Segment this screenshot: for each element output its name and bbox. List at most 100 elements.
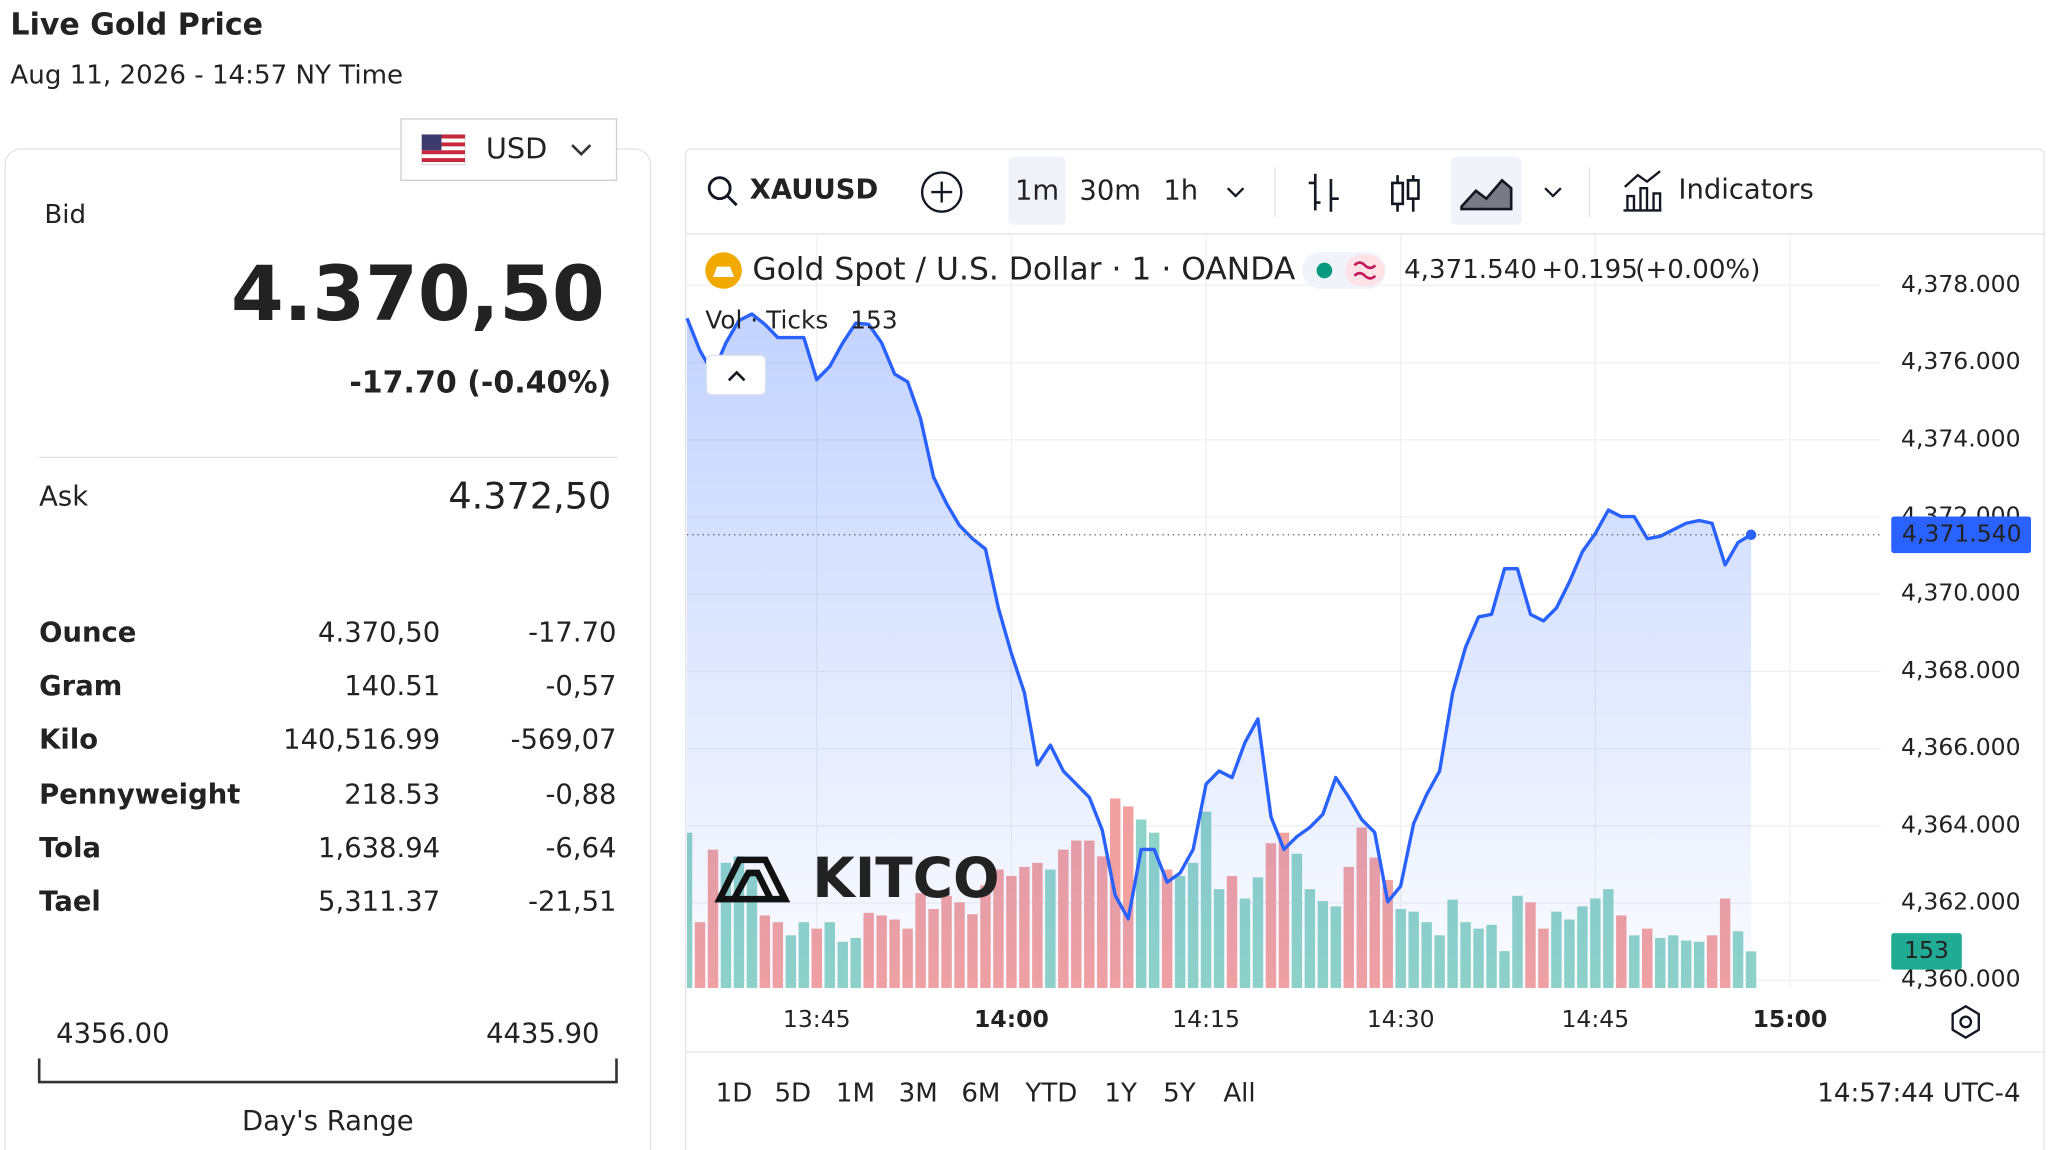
range-button[interactable]: All <box>1223 1078 1255 1108</box>
range-button[interactable]: YTD <box>1024 1078 1077 1108</box>
market-status <box>1316 262 1333 279</box>
page-subtitle: Aug 11, 2026 - 14:57 NY Time <box>10 60 403 90</box>
price-card <box>4 148 652 1150</box>
unit-name: Pennyweight <box>39 779 240 810</box>
y-tick-label: 4,374.000 <box>1901 424 2021 452</box>
chart-title: Gold Spot / U.S. Dollar · 1 · OANDA <box>752 252 1295 288</box>
y-tick-label: 4,376.000 <box>1901 347 2021 375</box>
unit-name: Kilo <box>39 724 98 755</box>
ask-label: Ask <box>39 481 88 512</box>
y-tick-label: 4,368.000 <box>1901 656 2021 684</box>
x-tick-label: 13:45 <box>783 1005 851 1033</box>
range-high: 4435.90 <box>486 1018 599 1049</box>
plus-icon <box>931 181 953 203</box>
collapse-button[interactable] <box>705 354 767 396</box>
volume-label-box <box>1891 933 1962 970</box>
volume-label: 153 <box>1904 936 1949 964</box>
y-tick-label: 4,362.000 <box>1901 888 2021 916</box>
watermark: KITCO <box>714 846 1000 910</box>
collapse-icon <box>727 370 746 382</box>
settings-button[interactable] <box>1951 1004 1980 1039</box>
y-tick-label: 4,364.000 <box>1901 810 2021 838</box>
unit-change: -21,51 <box>528 887 616 918</box>
status-pill <box>1345 254 1385 287</box>
unit-change: -569,07 <box>511 724 617 755</box>
legend-change: +0.195 <box>1541 255 1638 285</box>
bid-label: Bid <box>44 200 86 230</box>
range-buttons: 1D 5D 1M 3M 6M YTD 1Y 5Y All <box>716 1078 1256 1108</box>
unit-price: 4.370,50 <box>318 617 440 648</box>
y-tick-label: 4,366.000 <box>1901 733 2021 761</box>
bid-price: 4.370,50 <box>231 250 605 338</box>
logo-mark <box>714 856 791 903</box>
unit-price: 140,516.99 <box>283 724 440 755</box>
interval-active-bg <box>1008 156 1066 225</box>
page-title: Live Gold Price <box>10 8 263 43</box>
range-bar <box>37 1058 618 1084</box>
unit-name: Gram <box>39 671 122 702</box>
range-button[interactable]: 1M <box>836 1078 875 1108</box>
unit-price: 218.53 <box>344 779 440 810</box>
search-icon <box>726 195 738 207</box>
unit-price: 140.51 <box>344 671 440 702</box>
candles-icon <box>1391 181 1405 206</box>
x-tick-label: 14:00 <box>974 1005 1049 1033</box>
range-low: 4356.00 <box>56 1018 169 1049</box>
clock: 14:57:44 UTC-4 <box>1817 1078 2020 1108</box>
range-button[interactable]: 5Y <box>1163 1078 1196 1108</box>
compare-button[interactable] <box>920 171 963 213</box>
ask-price: 4.372,50 <box>448 474 611 517</box>
symbol[interactable]: XAUUSD <box>750 174 879 205</box>
indicators-icon[interactable] <box>1623 170 1662 212</box>
legend-change-pct: (+0.00%) <box>1635 255 1760 285</box>
candles-icon <box>1406 179 1420 200</box>
symbol-search[interactable]: XAUUSD <box>707 174 879 207</box>
chevron <box>571 144 592 157</box>
legend-price: 4,371.540 <box>1404 255 1537 285</box>
unit-name: Tola <box>39 833 101 864</box>
plus-icon <box>920 171 963 213</box>
unit-table: Ounce 4.370,50 -17.70 Gram 140.51 -0,57 Kilo 14… <box>39 617 616 917</box>
interval-dropdown[interactable] <box>1226 187 1245 198</box>
unit-price: 5,311.37 <box>318 887 440 918</box>
area-icon[interactable] <box>1460 178 1513 211</box>
range-label: Day's Range <box>242 1106 414 1137</box>
price-line <box>685 312 1752 921</box>
delay-icon <box>1353 261 1377 280</box>
x-tick-label: 14:30 <box>1367 1005 1435 1033</box>
last-price-box <box>1891 516 2032 554</box>
unit-name: Ounce <box>39 617 136 648</box>
volume-legend-value: 153 <box>850 305 897 334</box>
range-button[interactable]: 3M <box>899 1078 938 1108</box>
y-tick-label: 4,370.000 <box>1901 579 2021 607</box>
last-price-label: 4,371.540 <box>1902 519 2022 547</box>
interval-button[interactable]: 30m <box>1079 176 1141 207</box>
interval-button[interactable]: 1h <box>1163 176 1198 207</box>
range-button[interactable]: 1Y <box>1104 1078 1137 1108</box>
range-button[interactable]: 1D <box>716 1078 753 1108</box>
symbol-logo <box>713 266 735 278</box>
price-area <box>687 314 1752 988</box>
bid-change: -17.70 (-0.40%) <box>349 366 611 401</box>
unit-price: 1,638.94 <box>318 833 440 864</box>
range-button[interactable]: 5D <box>774 1078 811 1108</box>
unit-change: -0,88 <box>546 779 617 810</box>
style-dropdown[interactable] <box>1544 187 1562 198</box>
settings-icon <box>1951 1004 1980 1039</box>
logo-text: KITCO <box>812 846 999 910</box>
unit-change: -0,57 <box>546 671 617 702</box>
last-point <box>1745 529 1757 541</box>
currency-label[interactable]: USD <box>486 131 547 165</box>
x-tick-label: 14:45 <box>1561 1005 1629 1033</box>
currency-selector[interactable]: USD <box>400 118 618 181</box>
range-button[interactable]: 6M <box>961 1078 1000 1108</box>
volume-bar <box>1122 806 1134 988</box>
unit-change: -6,64 <box>546 833 617 864</box>
interval-button[interactable]: 1m <box>1015 176 1059 207</box>
volume-title: Vol · Ticks <box>705 305 828 334</box>
unit-name: Tael <box>39 887 101 918</box>
bars-icon[interactable] <box>1308 173 1339 212</box>
indicators-button[interactable]: Indicators <box>1678 174 1813 205</box>
